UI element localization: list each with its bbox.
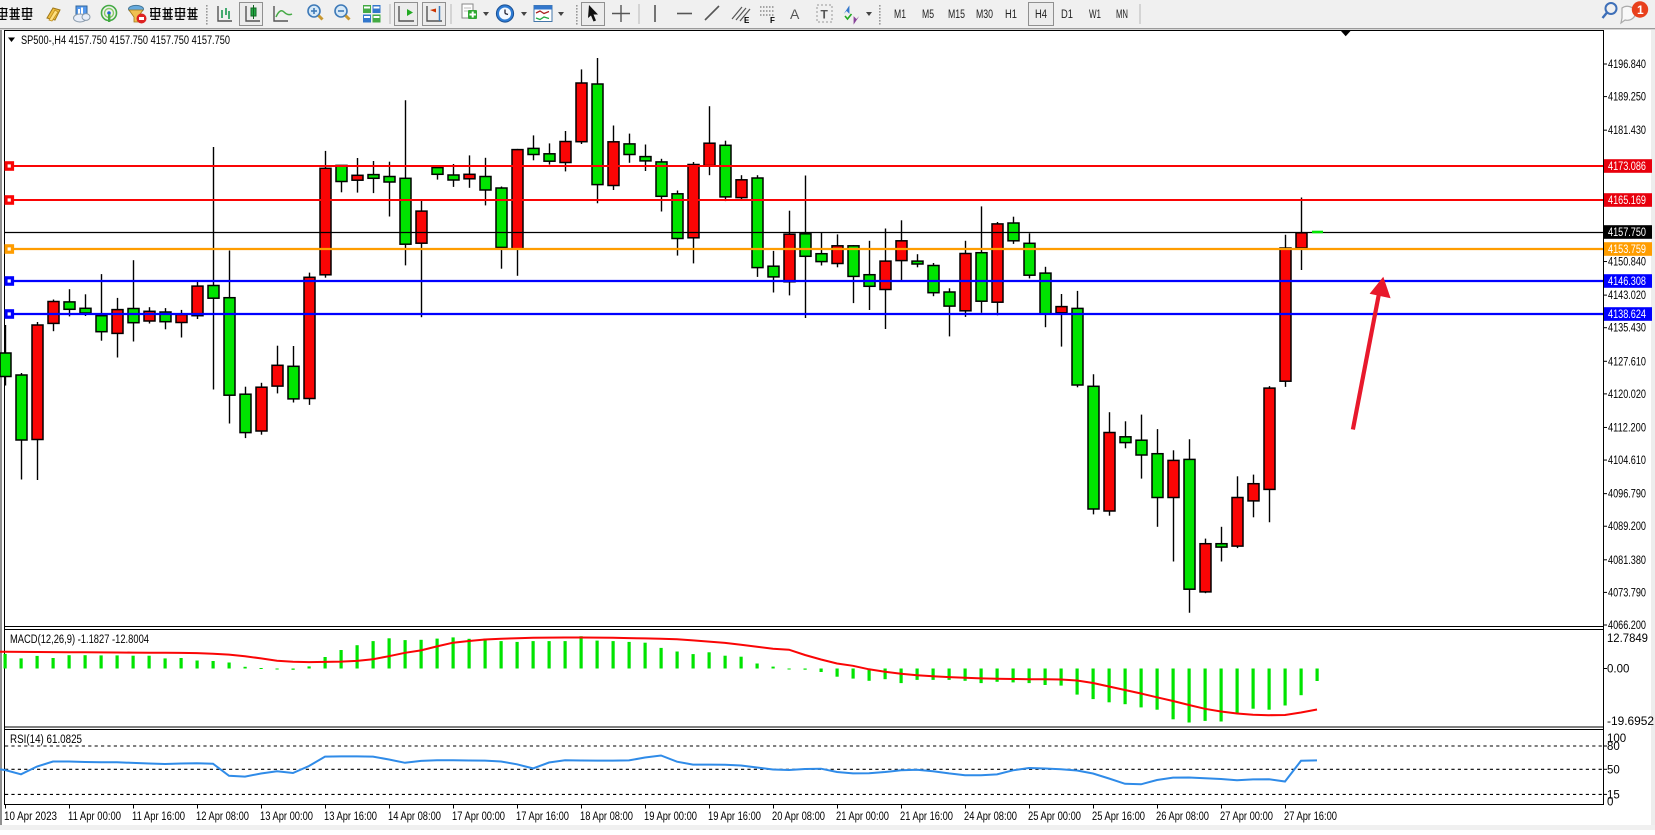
svg-text:50: 50 xyxy=(1607,764,1620,776)
svg-text:RSI(14) 61.0825: RSI(14) 61.0825 xyxy=(10,734,82,746)
svg-text:A: A xyxy=(790,6,800,22)
svg-text:H4: H4 xyxy=(1035,9,1047,21)
svg-text:27 Apr 16:00: 27 Apr 16:00 xyxy=(1284,811,1337,823)
svg-text:M1: M1 xyxy=(894,9,906,21)
svg-text:4189.250: 4189.250 xyxy=(1608,92,1646,104)
svg-text:4150.840: 4150.840 xyxy=(1608,257,1646,269)
svg-text:W1: W1 xyxy=(1089,9,1101,21)
svg-text:F: F xyxy=(770,16,775,25)
svg-text:4081.380: 4081.380 xyxy=(1608,555,1646,567)
svg-text:4066.200: 4066.200 xyxy=(1608,620,1646,632)
svg-text:4089.200: 4089.200 xyxy=(1608,521,1646,533)
svg-text:18 Apr 08:00: 18 Apr 08:00 xyxy=(580,811,633,823)
svg-text:M15: M15 xyxy=(948,9,965,21)
svg-text:0: 0 xyxy=(1607,797,1613,809)
svg-text:4153.759: 4153.759 xyxy=(1608,244,1646,256)
svg-text:-19.6952: -19.6952 xyxy=(1607,716,1654,728)
svg-text:27 Apr 00:00: 27 Apr 00:00 xyxy=(1220,811,1273,823)
svg-text:4146.308: 4146.308 xyxy=(1608,276,1646,288)
svg-text:D1: D1 xyxy=(1061,9,1073,21)
svg-text:4096.790: 4096.790 xyxy=(1608,489,1646,501)
svg-text:1: 1 xyxy=(1637,3,1644,17)
svg-text:14 Apr 08:00: 14 Apr 08:00 xyxy=(388,811,441,823)
svg-text:80: 80 xyxy=(1607,741,1620,753)
svg-text:12.7849: 12.7849 xyxy=(1607,633,1648,645)
svg-text:25 Apr 00:00: 25 Apr 00:00 xyxy=(1028,811,1081,823)
svg-text:21 Apr 00:00: 21 Apr 00:00 xyxy=(836,811,889,823)
svg-text:4196.840: 4196.840 xyxy=(1608,59,1646,71)
svg-text:4120.020: 4120.020 xyxy=(1608,389,1646,401)
svg-text:4073.790: 4073.790 xyxy=(1608,587,1646,599)
svg-text:E: E xyxy=(744,16,750,25)
svg-text:4173.086: 4173.086 xyxy=(1608,161,1646,173)
svg-text:4181.430: 4181.430 xyxy=(1608,125,1646,137)
svg-text:MACD(12,26,9) -1.1827 -12.8004: MACD(12,26,9) -1.1827 -12.8004 xyxy=(10,634,149,646)
svg-text:100: 100 xyxy=(1607,733,1626,745)
svg-text:0.00: 0.00 xyxy=(1607,664,1629,676)
svg-text:H1: H1 xyxy=(1005,9,1017,21)
svg-text:M30: M30 xyxy=(976,9,993,21)
svg-text:19 Apr 16:00: 19 Apr 16:00 xyxy=(708,811,761,823)
svg-text:T: T xyxy=(821,8,829,22)
svg-text:4138.624: 4138.624 xyxy=(1608,309,1646,321)
svg-text:24 Apr 08:00: 24 Apr 08:00 xyxy=(964,811,1017,823)
svg-text:13 Apr 16:00: 13 Apr 16:00 xyxy=(324,811,377,823)
svg-text:11 Apr 00:00: 11 Apr 00:00 xyxy=(68,811,121,823)
svg-text:20 Apr 08:00: 20 Apr 08:00 xyxy=(772,811,825,823)
svg-text:11 Apr 16:00: 11 Apr 16:00 xyxy=(132,811,185,823)
svg-text:4143.020: 4143.020 xyxy=(1608,290,1646,302)
svg-text:MN: MN xyxy=(1116,9,1128,21)
svg-text:M5: M5 xyxy=(922,9,934,21)
svg-text:26 Apr 08:00: 26 Apr 08:00 xyxy=(1156,811,1209,823)
svg-text:4157.750: 4157.750 xyxy=(1608,227,1646,239)
svg-text:4135.430: 4135.430 xyxy=(1608,323,1646,335)
svg-text:4127.610: 4127.610 xyxy=(1608,356,1646,368)
svg-text:21 Apr 16:00: 21 Apr 16:00 xyxy=(900,811,953,823)
svg-text:4112.200: 4112.200 xyxy=(1608,423,1646,435)
svg-text:12 Apr 08:00: 12 Apr 08:00 xyxy=(196,811,249,823)
svg-text:4104.610: 4104.610 xyxy=(1608,455,1646,467)
svg-text:25 Apr 16:00: 25 Apr 16:00 xyxy=(1092,811,1145,823)
svg-text:13 Apr 00:00: 13 Apr 00:00 xyxy=(260,811,313,823)
svg-text:17 Apr 00:00: 17 Apr 00:00 xyxy=(452,811,505,823)
svg-text:4165.169: 4165.169 xyxy=(1608,195,1646,207)
svg-text:19 Apr 00:00: 19 Apr 00:00 xyxy=(644,811,697,823)
svg-text:SP500-,H4 4157.750 4157.750 4: SP500-,H4 4157.750 4157.750 4157.750 415… xyxy=(21,35,230,47)
svg-text:15: 15 xyxy=(1607,789,1620,801)
svg-text:10 Apr 2023: 10 Apr 2023 xyxy=(4,811,57,823)
svg-text:17 Apr 16:00: 17 Apr 16:00 xyxy=(516,811,569,823)
